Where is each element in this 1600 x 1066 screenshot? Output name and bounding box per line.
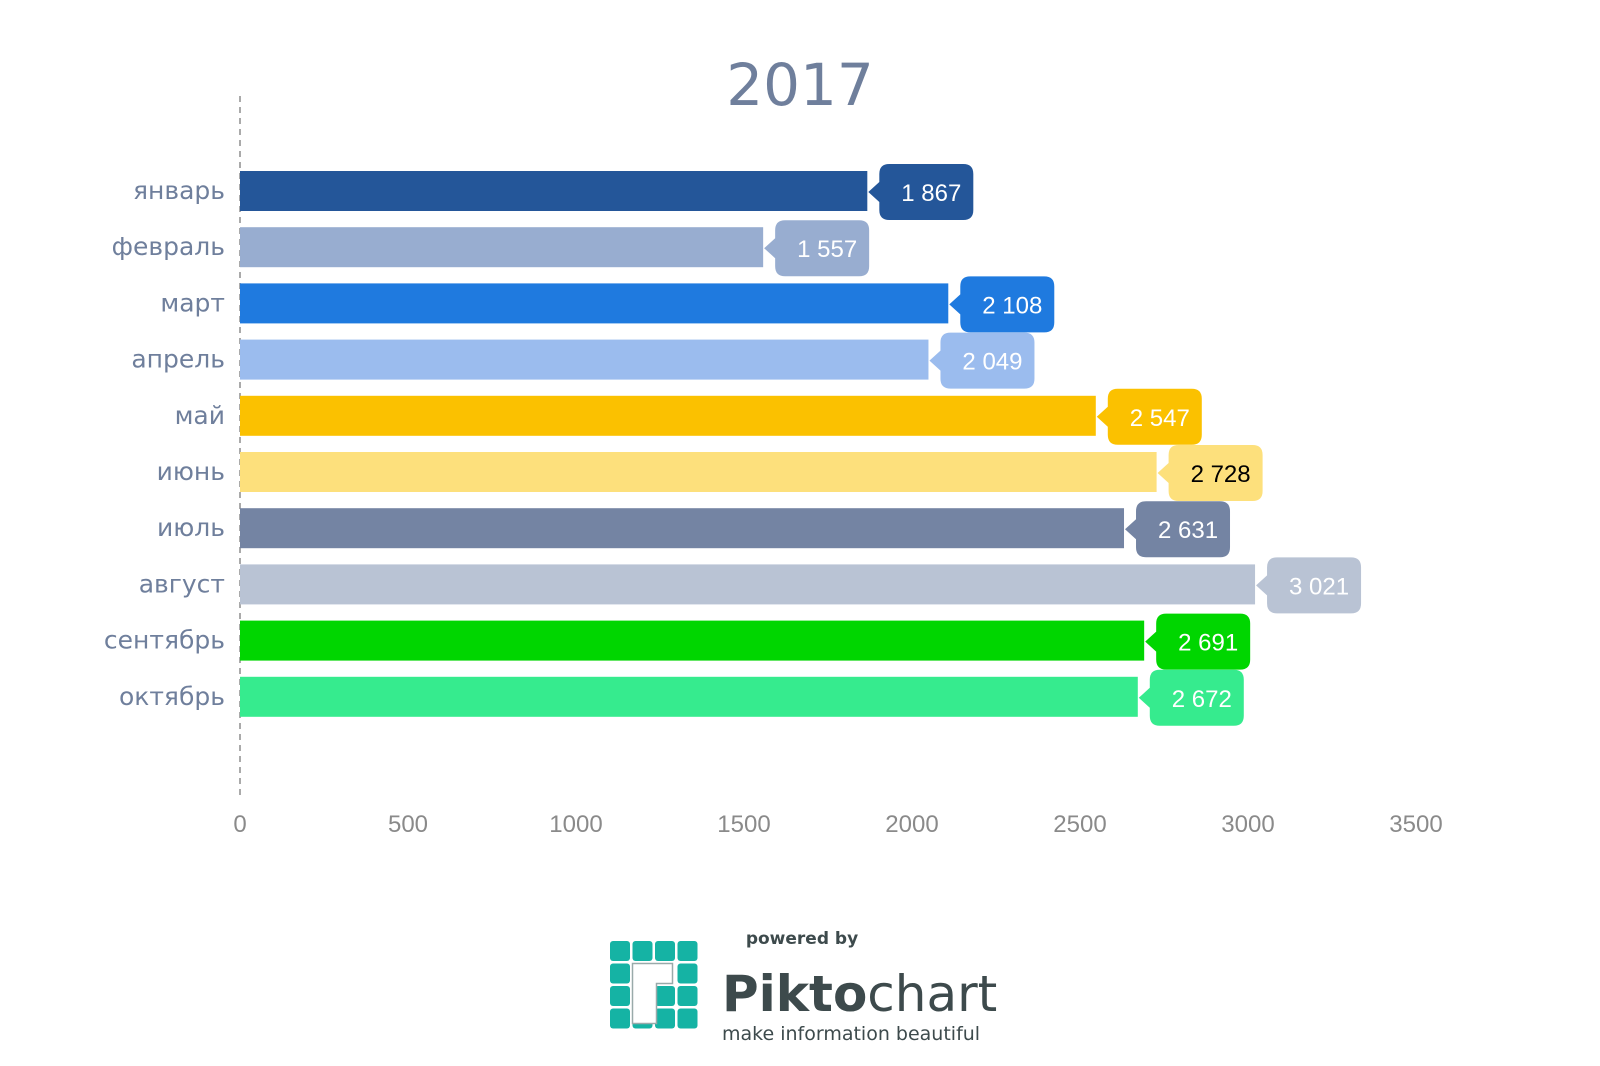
- bar: [240, 508, 1125, 549]
- category-label: январь: [133, 176, 225, 205]
- category-label: октябрь: [119, 682, 225, 711]
- data-label: 1 867: [901, 180, 961, 207]
- value-bubble: [1125, 501, 1231, 558]
- bar: [240, 283, 949, 324]
- x-tick-label: 2000: [885, 811, 938, 838]
- chart-title: 2017: [726, 51, 874, 119]
- category-label: апрель: [131, 345, 225, 374]
- category-label: сентябрь: [104, 626, 225, 655]
- piktochart-logo: powered by Piktochart make information b…: [610, 929, 997, 1045]
- x-tick-label: 1000: [549, 811, 602, 838]
- x-tick-label: 0: [233, 811, 246, 838]
- data-label: 2 672: [1172, 686, 1232, 713]
- value-bubble: [868, 164, 974, 220]
- category-label: август: [139, 569, 225, 598]
- value-bubble: [1138, 669, 1244, 726]
- bar: [240, 620, 1145, 661]
- x-tick-label: 3000: [1221, 811, 1274, 838]
- bar: [240, 395, 1096, 436]
- bar: [240, 564, 1256, 605]
- data-label: 2 631: [1158, 517, 1218, 544]
- value-bubble: [1256, 557, 1362, 614]
- bar: [240, 676, 1138, 717]
- data-label: 2 049: [962, 349, 1022, 376]
- data-label: 3 021: [1289, 573, 1349, 600]
- bar: [240, 452, 1157, 492]
- x-tick-label: 2500: [1053, 811, 1106, 838]
- powered-by-text: powered by: [746, 929, 858, 949]
- value-bubble: [1157, 445, 1263, 501]
- category-label: июль: [157, 513, 225, 542]
- category-label: март: [160, 288, 225, 317]
- data-label: 1 557: [797, 236, 857, 263]
- category-label: февраль: [112, 232, 225, 261]
- data-label: 2 547: [1130, 405, 1190, 432]
- bar: [240, 171, 868, 211]
- x-tick-label: 3500: [1389, 811, 1442, 838]
- data-label: 2 108: [982, 292, 1042, 319]
- x-tick-label: 1500: [717, 811, 770, 838]
- value-bubble: [1145, 613, 1251, 670]
- value-bubble: [1096, 388, 1202, 445]
- value-bubble: [929, 332, 1035, 389]
- bar: [240, 339, 929, 380]
- brand-name: Piktochart: [722, 965, 997, 1023]
- category-label: май: [175, 401, 225, 430]
- piktochart-logo-icon: [610, 941, 698, 1029]
- value-bubble: [949, 276, 1055, 333]
- data-label: 2 728: [1191, 461, 1251, 488]
- value-bubble: [764, 220, 870, 277]
- bar: [240, 227, 764, 268]
- x-tick-label: 500: [388, 811, 428, 838]
- brand-tagline: make information beautiful: [722, 1023, 980, 1045]
- data-label: 2 691: [1178, 630, 1238, 657]
- category-label: июнь: [157, 457, 225, 486]
